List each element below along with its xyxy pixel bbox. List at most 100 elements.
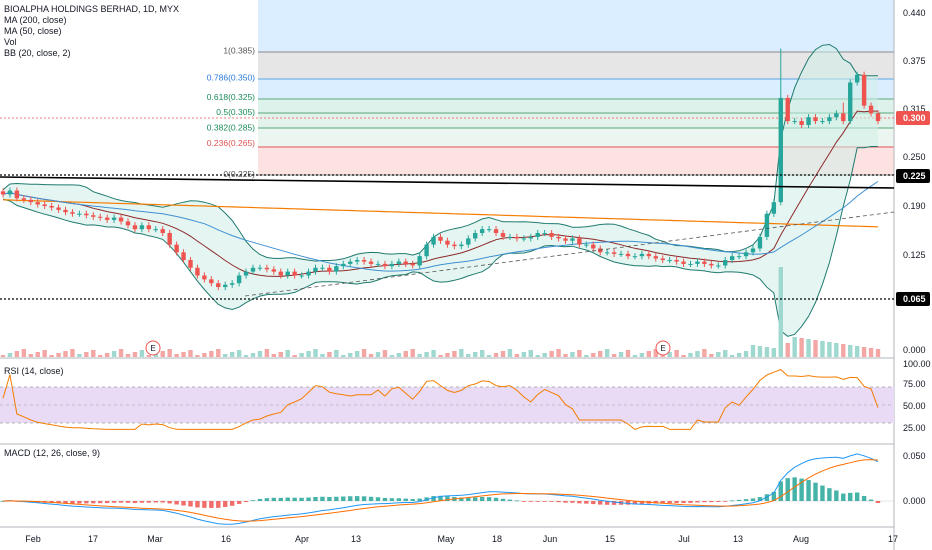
candle-body-11 bbox=[77, 213, 82, 215]
rsi-axis[interactable]: 100.00 75.00 50.00 25.00 bbox=[903, 359, 931, 433]
volume-bar-31 bbox=[216, 349, 221, 357]
time-axis[interactable]: Feb 17 Mar 16 Apr 13 May 18 Jun 15 Jul 13 Aug 17 bbox=[25, 534, 898, 544]
macd-hist-70 bbox=[486, 497, 492, 501]
moving-averages[interactable] bbox=[2, 181, 879, 272]
candle-body-39 bbox=[271, 269, 277, 272]
fib-label-0_236: 0.236(0.265) bbox=[207, 138, 255, 148]
time-tick-1: 17 bbox=[88, 534, 98, 544]
ma50-legend[interactable]: MA (50, close) bbox=[4, 26, 62, 36]
macd-hist-32 bbox=[223, 501, 228, 507]
macd-hist-120 bbox=[834, 490, 839, 501]
macd-hist-85 bbox=[591, 501, 596, 505]
volume-bar-89 bbox=[618, 352, 624, 357]
candle-body-69 bbox=[479, 229, 485, 234]
volume-bar-53 bbox=[368, 354, 374, 357]
volume-bars bbox=[0, 267, 881, 357]
volume-bar-77 bbox=[535, 355, 540, 357]
macd-hist-116 bbox=[806, 480, 811, 501]
rsi-pane[interactable] bbox=[0, 369, 894, 430]
macd-hist-29 bbox=[202, 501, 207, 508]
candle-body-120 bbox=[834, 113, 839, 118]
volume-bar-6 bbox=[42, 350, 47, 357]
volume-bar-19 bbox=[132, 352, 138, 357]
candle-body-45 bbox=[313, 267, 318, 272]
candlesticks[interactable] bbox=[0, 48, 881, 291]
macd-hist-12 bbox=[84, 501, 89, 504]
macd-hist-124 bbox=[861, 495, 867, 501]
price-tick-3: 0.315 bbox=[903, 104, 926, 114]
volume-bar-105 bbox=[729, 355, 735, 357]
candle-body-9 bbox=[63, 209, 68, 213]
price-tick-1: 0.440 bbox=[903, 8, 926, 18]
fib-label-0_618: 0.618(0.325) bbox=[207, 92, 255, 102]
vol-legend[interactable]: Vol bbox=[4, 37, 17, 47]
volume-bar-119 bbox=[827, 342, 832, 357]
macd-hist-82 bbox=[570, 501, 575, 503]
macd-axis[interactable]: 0.050 0.000 bbox=[903, 451, 926, 506]
macd-hist-71 bbox=[493, 497, 499, 501]
candle-body-109 bbox=[757, 236, 763, 249]
macd-legend[interactable]: MACD (12, 26, close, 9) bbox=[4, 448, 101, 458]
macd-pane[interactable] bbox=[0, 453, 894, 525]
macd-hist-76 bbox=[528, 501, 533, 502]
volume-bar-93 bbox=[646, 351, 652, 357]
candle-body-32 bbox=[223, 284, 228, 288]
volume-bar-124 bbox=[861, 347, 867, 357]
volume-bar-35 bbox=[243, 355, 249, 357]
volume-bar-75 bbox=[521, 352, 527, 357]
candle-body-49 bbox=[341, 263, 346, 267]
candle-body-71 bbox=[493, 229, 499, 234]
macd-hist-99 bbox=[688, 501, 693, 503]
trendlines[interactable] bbox=[0, 174, 895, 300]
volume-bar-43 bbox=[299, 353, 304, 357]
svg-text:50.00: 50.00 bbox=[903, 401, 926, 411]
volume-bar-125 bbox=[868, 348, 874, 357]
volume-bar-9 bbox=[63, 351, 68, 357]
candle-body-25 bbox=[174, 244, 179, 253]
candle-body-33 bbox=[229, 283, 235, 285]
macd-hist-26 bbox=[181, 501, 186, 506]
ma200-legend[interactable]: MA (200, close) bbox=[4, 15, 67, 25]
macd-hist-21 bbox=[146, 501, 152, 503]
macd-hist-84 bbox=[584, 501, 589, 504]
volume-bar-74 bbox=[514, 354, 520, 357]
macd-hist-64 bbox=[445, 496, 450, 501]
candle-body-65 bbox=[452, 244, 457, 247]
candle-body-18 bbox=[125, 221, 131, 226]
price-legend: BIOALPHA HOLDINGS BERHAD, 1D, MYX MA (20… bbox=[4, 4, 179, 59]
volume-bar-60 bbox=[417, 354, 422, 357]
macd-hist-83 bbox=[577, 501, 582, 504]
macd-hist-48 bbox=[334, 496, 339, 501]
volume-bar-24 bbox=[167, 349, 172, 357]
candle-body-31 bbox=[216, 283, 221, 288]
bb-fill bbox=[3, 44, 878, 337]
time-tick-3: 16 bbox=[221, 534, 231, 544]
rsi-legend[interactable]: RSI (14, close) bbox=[4, 366, 64, 376]
candle-body-66 bbox=[459, 244, 464, 247]
price-axis[interactable]: 0.440 0.375 0.315 0.250 0.190 0.125 0.00… bbox=[896, 8, 930, 355]
volume-bar-51 bbox=[354, 351, 360, 357]
time-tick-12: Aug bbox=[793, 534, 809, 544]
volume-bar-94 bbox=[653, 349, 658, 357]
macd-hist-114 bbox=[792, 477, 797, 501]
fib-label-0_382: 0.382(0.285) bbox=[207, 123, 255, 133]
volume-bar-81 bbox=[563, 354, 568, 357]
earnings-markers[interactable]: E E bbox=[145, 340, 671, 356]
candle-body-43 bbox=[299, 275, 304, 277]
candle-body-123 bbox=[854, 74, 860, 83]
volume-bar-122 bbox=[848, 345, 853, 357]
bb-legend[interactable]: BB (20, close, 2) bbox=[4, 48, 71, 58]
candle-body-10 bbox=[70, 212, 75, 214]
macd-hist-102 bbox=[709, 501, 714, 503]
candle-body-122 bbox=[848, 82, 853, 122]
time-tick-4: Apr bbox=[295, 534, 309, 544]
candle-body-46 bbox=[320, 267, 325, 269]
candle-body-88 bbox=[611, 252, 617, 254]
candle-body-87 bbox=[604, 252, 610, 254]
candle-body-84 bbox=[584, 244, 589, 246]
macd-hist-45 bbox=[313, 496, 318, 501]
candle-body-5 bbox=[35, 202, 40, 205]
macd-line bbox=[2, 453, 879, 525]
volume-bar-69 bbox=[479, 350, 485, 357]
